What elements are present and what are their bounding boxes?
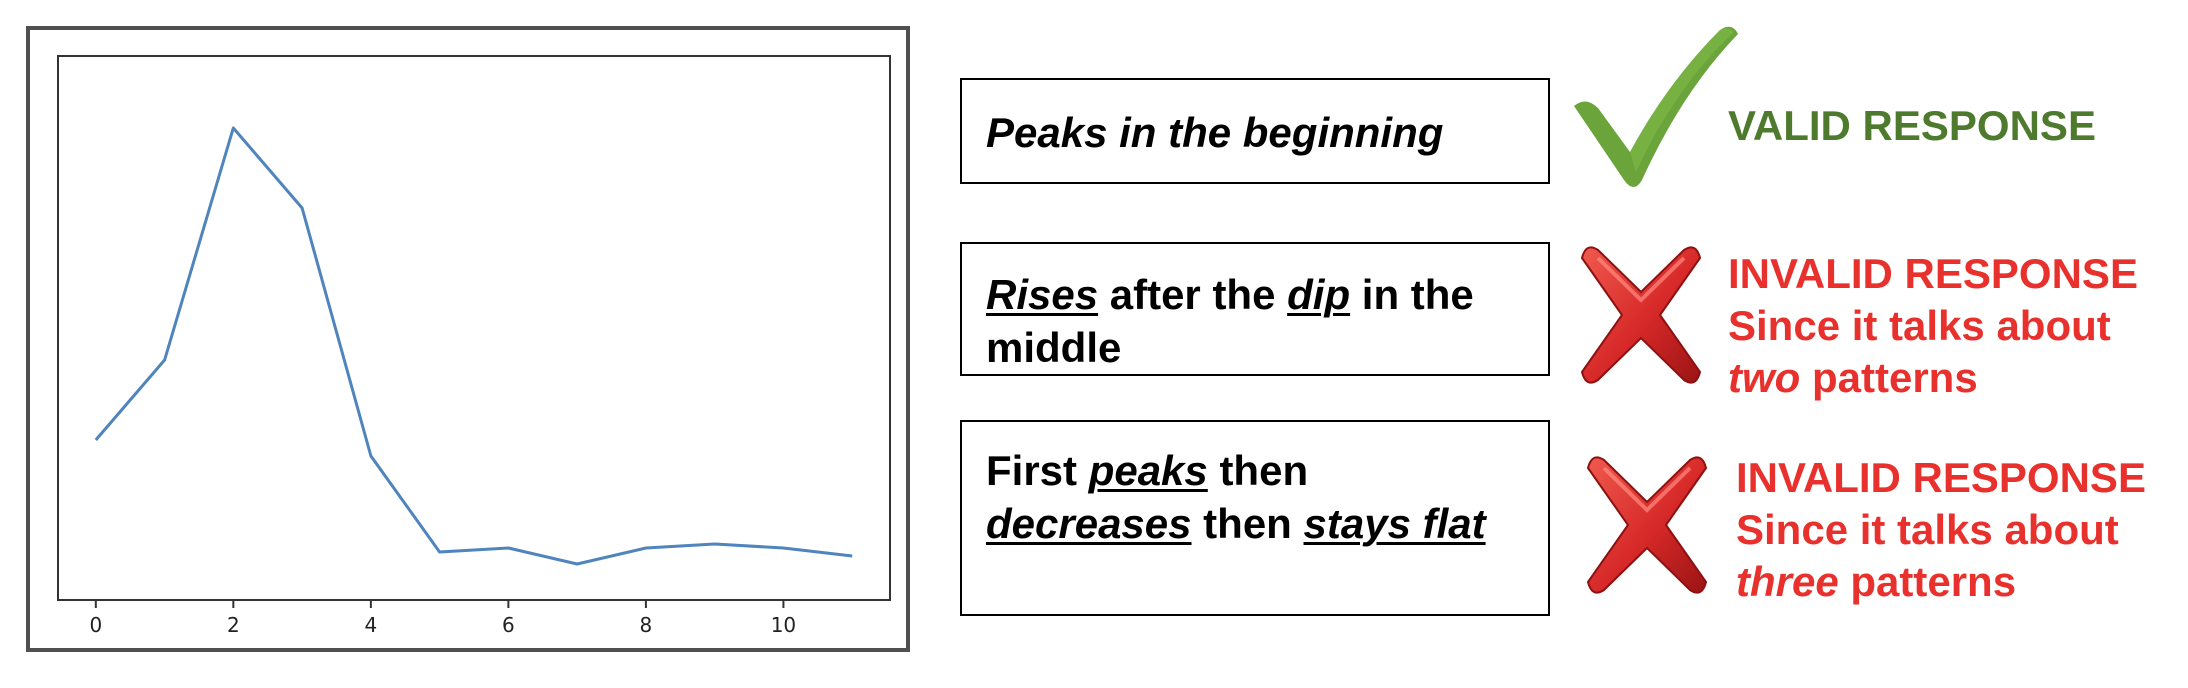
x-tick-label: 10 [771, 613, 796, 637]
line-chart: 0 2 4 6 8 10 [57, 55, 891, 637]
verdict-count-line: three patterns [1736, 556, 2146, 608]
verdict-count: two [1728, 354, 1801, 401]
verdict-count-suffix: patterns [1838, 558, 2017, 605]
response-text-segment: in the [1350, 271, 1474, 318]
verdict-title: INVALID RESPONSE [1736, 454, 2146, 501]
verdict-valid: VALID RESPONSE [1728, 100, 2096, 152]
series-line [94, 126, 853, 566]
verdict-title: VALID RESPONSE [1728, 102, 2096, 149]
response-box-peaks-decreases-flat: First peaks then decreases then stays fla… [960, 420, 1550, 616]
x-tick-label: 4 [364, 613, 377, 637]
verdict-count-line: two patterns [1728, 352, 2138, 404]
verdict-reason: Since it talks about [1736, 506, 2119, 553]
chart-frame: 0 2 4 6 8 10 [26, 26, 910, 652]
emphasized-term: Rises [986, 271, 1099, 318]
emphasized-term: stays flat [1303, 500, 1486, 547]
emphasized-term: peaks [1088, 447, 1208, 494]
response-text-segment: First [986, 447, 1089, 494]
check-icon [1574, 26, 1738, 187]
response-box-peaks-beginning: Peaks in the beginning [960, 78, 1550, 184]
response-box-rises-after-dip: Rises after the dip in the middle [960, 242, 1550, 376]
x-tick-label: 2 [227, 613, 240, 637]
x-tick-label: 6 [502, 613, 515, 637]
response-text-segment: after the [1098, 271, 1288, 318]
response-text-segment: then [1191, 500, 1304, 547]
response-text: Peaks in the beginning [986, 106, 1443, 159]
verdict-title: INVALID RESPONSE [1728, 250, 2138, 297]
x-tick-label: 8 [640, 613, 653, 637]
response-text-segment: then [1207, 447, 1309, 494]
cross-icon [1580, 246, 1702, 384]
emphasized-term: dip [1287, 271, 1351, 318]
plot-area [57, 55, 891, 601]
verdict-count: three [1736, 558, 1839, 605]
x-tick-label: 0 [89, 613, 102, 637]
response-text: First peaks then decreases then stays fla… [986, 444, 1486, 550]
response-text-segment: Peaks in the beginning [986, 109, 1444, 156]
response-text-segment: middle [986, 324, 1122, 371]
response-text: Rises after the dip in the middle [986, 268, 1474, 374]
emphasized-term: decreases [986, 500, 1192, 547]
verdict-reason: Since it talks about [1728, 302, 2111, 349]
cross-icon [1586, 456, 1708, 594]
verdict-count-suffix: patterns [1800, 354, 1978, 401]
verdict-invalid-two: INVALID RESPONSE Since it talks about tw… [1728, 248, 2138, 404]
verdict-invalid-three: INVALID RESPONSE Since it talks about th… [1736, 452, 2146, 608]
